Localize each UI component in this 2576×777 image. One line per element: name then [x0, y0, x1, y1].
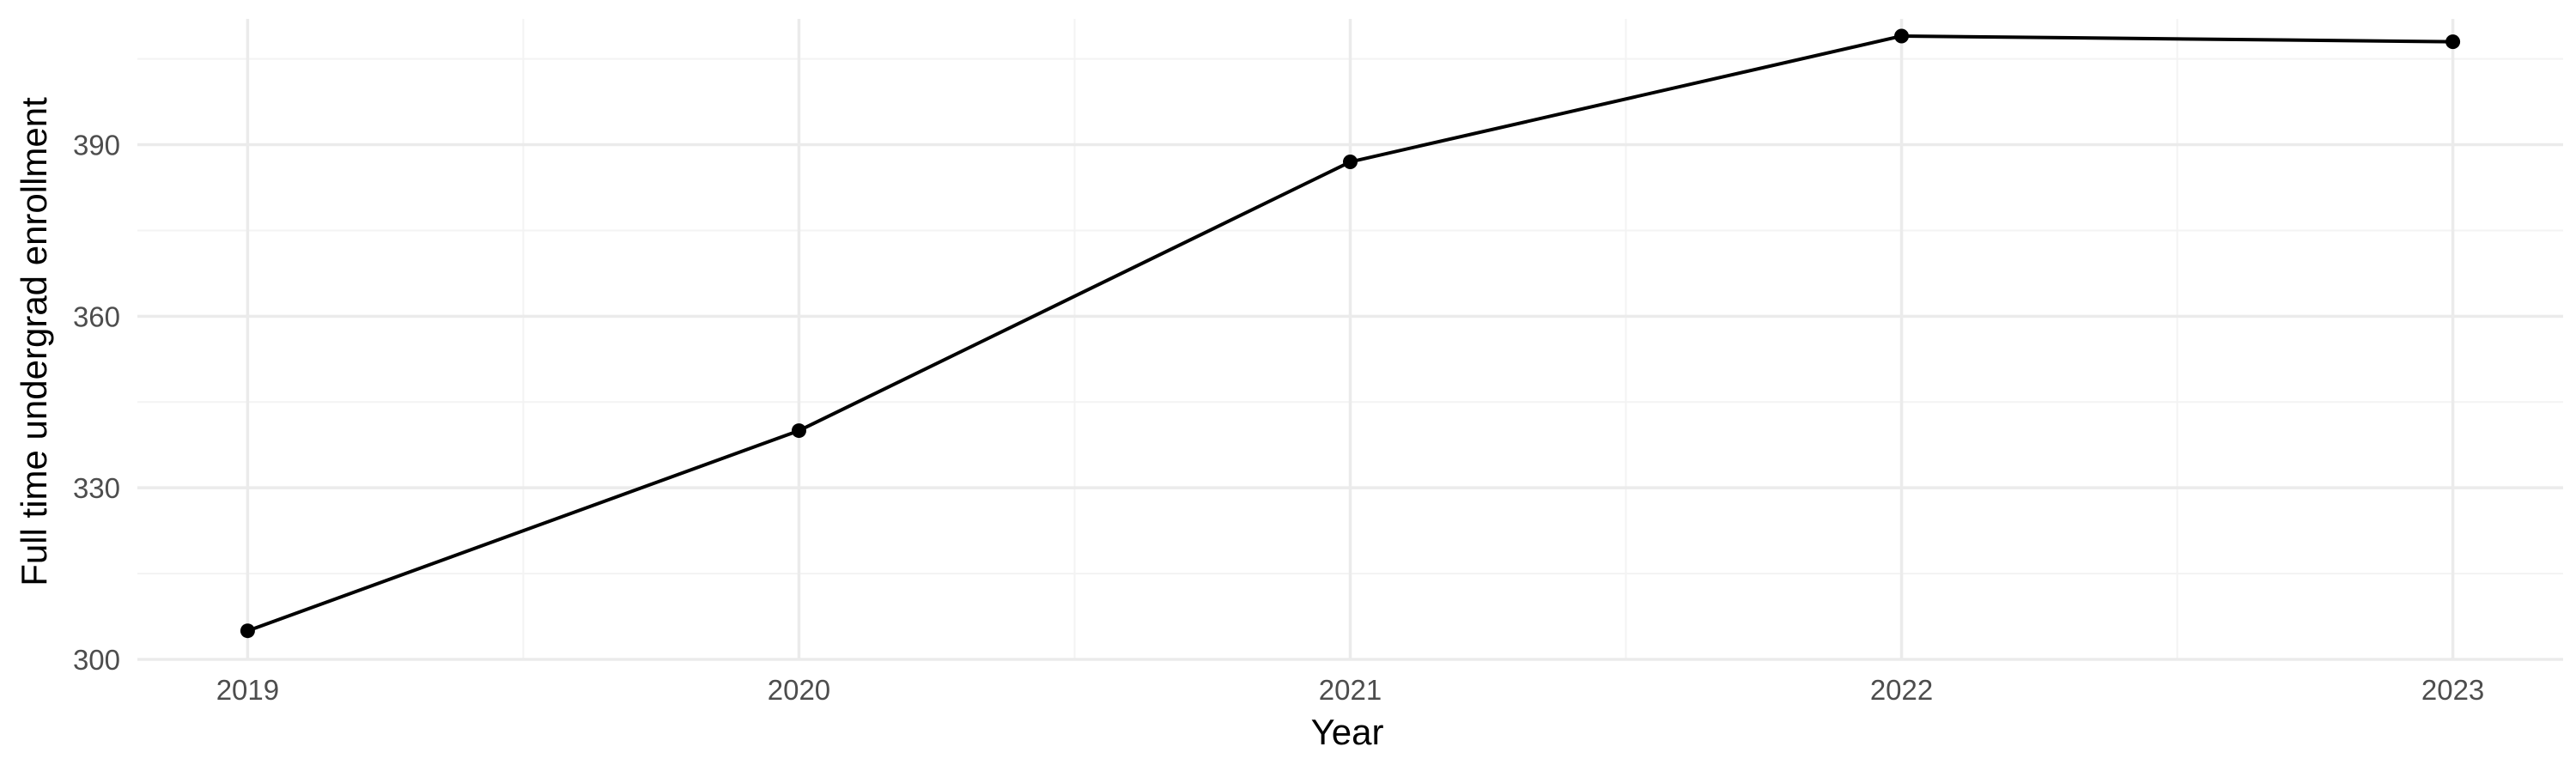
major-gridlines: [137, 19, 2563, 661]
x-axis-title: Year: [1311, 712, 1384, 752]
y-tick-label: 390: [73, 130, 120, 161]
x-tick-label: 2020: [768, 674, 830, 706]
y-tick-label: 300: [73, 644, 120, 676]
x-tick-label: 2023: [2421, 674, 2484, 706]
data-point: [791, 423, 806, 439]
data-point: [1894, 28, 1910, 44]
data-point: [2445, 34, 2461, 50]
x-axis-tick-labels: 2019 2020 2021 2022 2023: [216, 674, 2485, 706]
x-tick-label: 2021: [1319, 674, 1382, 706]
x-tick-label: 2019: [216, 674, 279, 706]
series-layer: [240, 28, 2461, 639]
data-point: [1343, 155, 1358, 170]
y-axis-tick-labels: 300 330 360 390: [73, 130, 120, 676]
y-tick-label: 330: [73, 472, 120, 504]
x-tick-label: 2022: [1870, 674, 1933, 706]
data-point: [240, 623, 255, 639]
y-tick-label: 360: [73, 300, 120, 332]
y-axis-title: Full time undergrad enrollment: [14, 97, 54, 586]
